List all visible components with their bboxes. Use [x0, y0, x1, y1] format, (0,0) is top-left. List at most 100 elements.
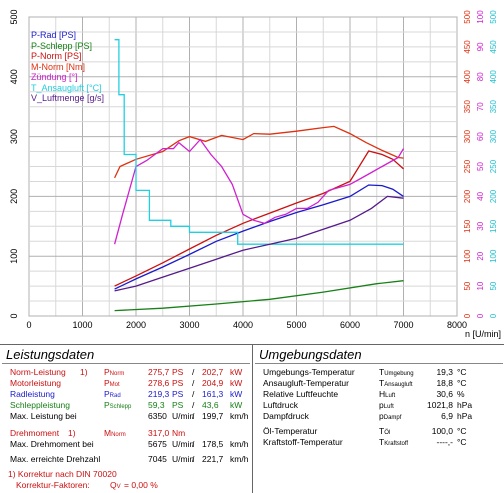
footnote-row: 1) Korrektur nach DIN 70020	[0, 469, 252, 480]
env-unit: %	[457, 389, 465, 399]
power-symbol-letter: P	[104, 378, 110, 388]
env-value: 6,9	[441, 411, 453, 421]
env-symbol-letter: T	[379, 378, 385, 388]
max-torque-row: Max. Drehmoment bei 5675 U/min/ 178,5 km/h	[0, 439, 252, 450]
y-tick-label-torque: 50	[463, 281, 472, 290]
max-power-row-unit1: U/min	[172, 411, 195, 421]
power-symbol: PRad	[104, 389, 121, 399]
power-ps-value: 275,7	[148, 367, 170, 377]
env-symbol: pLuft	[379, 400, 394, 410]
y-tick-label-torque: 450	[463, 40, 472, 54]
series-line-4	[113, 138, 405, 245]
max-rpm-row-value2: 221,7	[202, 454, 224, 464]
y-tick-label-temp: 350	[489, 99, 498, 113]
power-label: Norm-Leistung	[10, 367, 66, 377]
env-symbol: TKraftstoff	[379, 437, 408, 447]
power-kw-value: 204,9	[202, 378, 224, 388]
power-symbol-letter: P	[104, 389, 110, 399]
env-unit: hPa	[457, 411, 473, 421]
power-kw-unit: kW	[230, 367, 243, 377]
env-row: Umgebungs-Temperatur TUmgebung 19,3 °C	[253, 367, 504, 378]
y-tick-label-ignition: 10	[476, 281, 485, 290]
y-tick-label-ignition: 30	[476, 221, 485, 230]
series-line-6	[114, 195, 404, 292]
footnote-mark: 1)	[80, 367, 88, 377]
y-tick-label-temp: 200	[489, 189, 498, 203]
power-symbol: PNorm	[104, 367, 124, 377]
y-tick-label-ignition: 40	[476, 191, 485, 200]
power-ps-unit: PS	[172, 367, 184, 377]
env-symbol-letter: p	[379, 411, 384, 421]
env-label: Dampfdruck	[263, 411, 309, 421]
env-symbol: TUmgebung	[379, 367, 414, 377]
y-tick-label-torque: 400	[463, 70, 472, 84]
umgebungsdaten-title: Umgebungsdaten	[259, 347, 362, 362]
power-row: Norm-Leistung 1) PNorm 275,7 PS / 202,7 kW	[0, 367, 252, 378]
y-tick-label-left: 0	[9, 313, 19, 318]
max-rpm-row-value1: 7045	[148, 454, 167, 464]
footnote-din: 1) Korrektur nach DIN 70020	[8, 469, 117, 479]
correction-label: Korrektur-Faktoren:	[16, 480, 90, 490]
power-symbol: PMot	[104, 378, 120, 388]
y-tick-label-left: 100	[9, 249, 19, 264]
chart-legend: P-Rad [PS] P-Schlepp [PS] P-Norm [PS] M-…	[31, 30, 104, 104]
legend-zuendung: Zündung [°]	[31, 72, 78, 82]
max-torque-row-unit1: U/min	[172, 439, 195, 449]
y-tick-label-torque: 350	[463, 99, 472, 113]
power-symbol-sub: Schlepp	[109, 404, 132, 410]
max-power-row-unit2: km/h	[230, 411, 249, 421]
legend-p-rad: P-Rad [PS]	[31, 30, 77, 40]
y-tick-label-temp: 0	[489, 313, 498, 318]
power-kw-value: 202,7	[202, 367, 224, 377]
power-symbol-letter: P	[104, 400, 110, 410]
env-symbol-sub: Umgebung	[384, 371, 414, 377]
env-value: 19,3	[436, 367, 453, 377]
env-symbol-letter: T	[379, 367, 385, 377]
torque-unit: Nm	[172, 428, 186, 438]
footnote-mark: 1)	[68, 428, 76, 438]
y-tick-label-torque: 250	[463, 159, 472, 173]
y-tick-label-left: 400	[9, 69, 19, 84]
max-power-row-value1: 6350	[148, 411, 167, 421]
power-ps-unit: PS	[172, 389, 184, 399]
x-tick-label: 4000	[233, 320, 253, 330]
env-symbol-sub: Ansaugluft	[384, 382, 413, 388]
env-unit: °C	[457, 367, 467, 377]
legend-p-schlepp: P-Schlepp [PS]	[31, 40, 93, 51]
power-label: Radleistung	[10, 389, 55, 399]
env-value: 18,8	[436, 378, 453, 388]
x-axis-unit: n [U/min]	[465, 329, 501, 339]
torque-row: Drehmoment 1) MNorm 317,0 Nm	[0, 428, 252, 439]
y-tick-label-torque: 500	[463, 10, 472, 24]
y-tick-label-left: 300	[9, 129, 19, 144]
series-line-3	[114, 125, 404, 179]
correction-symbol: QV	[110, 480, 121, 490]
correction-symbol-letter: Q	[110, 480, 117, 490]
y-tick-label-ignition: 80	[476, 72, 485, 81]
y-tick-label-ignition: 20	[476, 251, 485, 260]
env-symbol-sub: Luft	[385, 393, 396, 399]
x-tick-label: 2000	[126, 320, 146, 330]
power-ps-value: 278,6	[148, 378, 170, 388]
env-value: 1021,8	[427, 400, 453, 410]
separator: /	[192, 367, 195, 377]
torque-value: 317,0	[148, 428, 170, 438]
env-row: Dampfdruck pDampf 6,9 hPa	[253, 411, 504, 422]
env-value: ----,-	[436, 437, 453, 447]
separator: /	[192, 389, 195, 399]
series-line-2	[114, 280, 404, 312]
env-row: Relative Luftfeuchte HLuft 30,6%	[253, 389, 504, 400]
env-symbol-letter: T	[379, 437, 385, 447]
power-row: Motorleistung PMot 278,6 PS / 204,9 kW	[0, 378, 252, 389]
series-line-5	[114, 39, 404, 245]
env-label: Öl-Temperatur	[263, 426, 318, 436]
env-symbol-sub: Dampf	[383, 415, 402, 421]
leistungsdaten-panel: Leistungsdaten Norm-Leistung 1) PNorm 275,7…	[0, 344, 252, 493]
y-tick-label-temp: 50	[489, 281, 498, 290]
separator: /	[192, 411, 195, 421]
leistungsdaten-title: Leistungsdaten	[6, 347, 95, 362]
env-symbol: pDampf	[379, 411, 401, 421]
power-kw-value: 161,3	[202, 389, 224, 399]
max-power-row-value2: 199,7	[202, 411, 224, 421]
